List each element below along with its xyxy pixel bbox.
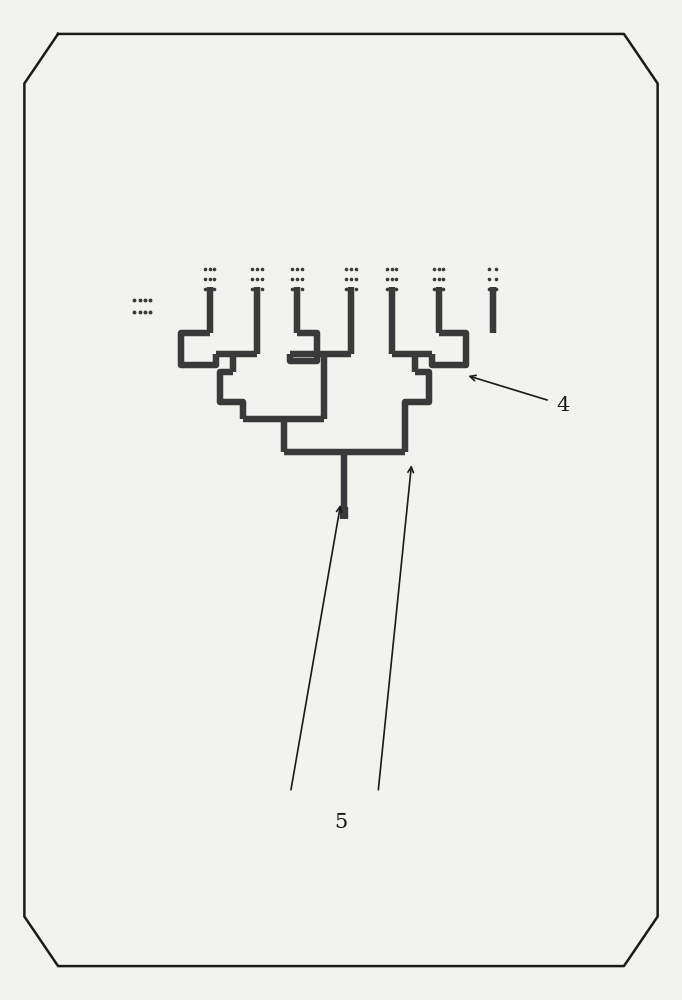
Text: 4: 4: [557, 396, 570, 415]
Text: 5: 5: [334, 813, 348, 832]
